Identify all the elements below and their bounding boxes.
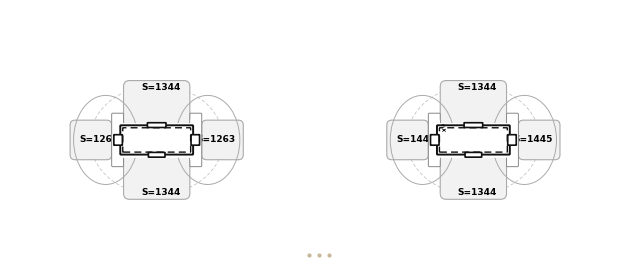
- FancyBboxPatch shape: [114, 135, 122, 145]
- FancyBboxPatch shape: [519, 120, 560, 160]
- FancyBboxPatch shape: [115, 120, 123, 160]
- FancyBboxPatch shape: [147, 123, 166, 128]
- Text: S=1344: S=1344: [457, 83, 497, 92]
- FancyBboxPatch shape: [112, 113, 124, 167]
- FancyBboxPatch shape: [464, 123, 483, 128]
- Text: 3: 3: [441, 124, 445, 129]
- FancyBboxPatch shape: [428, 113, 440, 167]
- FancyBboxPatch shape: [105, 121, 209, 159]
- Text: S=1344: S=1344: [141, 83, 181, 92]
- FancyBboxPatch shape: [190, 120, 198, 160]
- FancyBboxPatch shape: [121, 125, 193, 155]
- Text: S=1445: S=1445: [513, 135, 553, 144]
- Text: S=1344: S=1344: [457, 188, 497, 197]
- FancyBboxPatch shape: [387, 120, 428, 160]
- FancyBboxPatch shape: [431, 135, 439, 145]
- FancyBboxPatch shape: [465, 152, 482, 157]
- FancyBboxPatch shape: [508, 135, 516, 145]
- FancyBboxPatch shape: [440, 146, 507, 199]
- FancyBboxPatch shape: [149, 152, 165, 157]
- FancyBboxPatch shape: [191, 135, 200, 145]
- FancyBboxPatch shape: [202, 120, 243, 160]
- FancyBboxPatch shape: [507, 113, 519, 167]
- FancyBboxPatch shape: [124, 81, 190, 134]
- FancyBboxPatch shape: [507, 120, 515, 160]
- FancyBboxPatch shape: [190, 113, 202, 167]
- FancyBboxPatch shape: [432, 120, 440, 160]
- Text: S=1344: S=1344: [141, 188, 181, 197]
- FancyBboxPatch shape: [422, 121, 525, 159]
- FancyBboxPatch shape: [437, 125, 510, 155]
- Text: S=1263: S=1263: [197, 135, 235, 144]
- FancyBboxPatch shape: [440, 81, 507, 134]
- FancyBboxPatch shape: [70, 120, 112, 160]
- Text: S=1263: S=1263: [80, 135, 119, 144]
- FancyBboxPatch shape: [124, 146, 190, 199]
- FancyBboxPatch shape: [115, 123, 198, 158]
- FancyBboxPatch shape: [432, 123, 515, 158]
- Text: S=1445: S=1445: [396, 135, 436, 144]
